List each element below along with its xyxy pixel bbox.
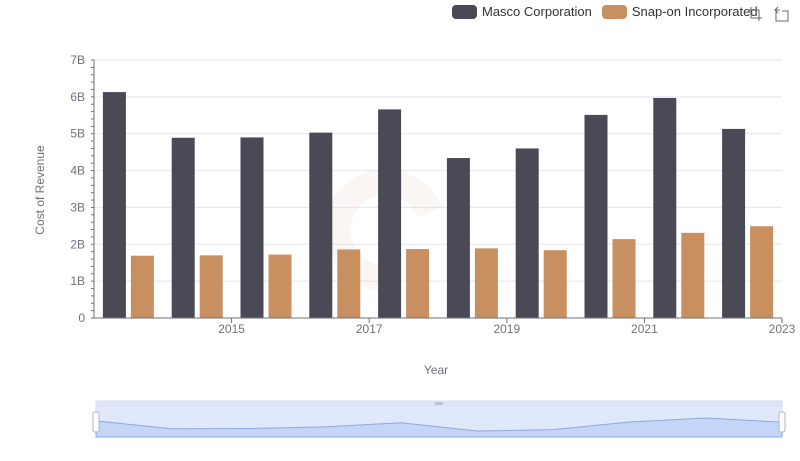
- x-tick-label: 2023: [769, 322, 796, 336]
- bar-snapon-2014[interactable]: [130, 255, 154, 318]
- y-tick-label: 0: [78, 311, 85, 325]
- slider-preview-area: [95, 417, 783, 438]
- y-tick-label: 4B: [70, 164, 85, 178]
- slider-handle-right[interactable]: [778, 411, 786, 433]
- bar-masco-2017[interactable]: [309, 132, 333, 318]
- grid-lines: [94, 59, 782, 319]
- x-tick-label: 2021: [631, 322, 658, 336]
- y-tick-label: 2B: [70, 237, 85, 251]
- bar-snapon-2020[interactable]: [543, 250, 567, 318]
- x-tick-label: 2017: [356, 322, 383, 336]
- bar-snapon-2021[interactable]: [612, 239, 636, 318]
- bar-snapon-2022[interactable]: [681, 232, 705, 318]
- slider-grip[interactable]: [435, 402, 443, 405]
- toolbox: [747, 6, 789, 22]
- x-tick-label: 2019: [493, 322, 520, 336]
- x-axis: 2015 2017 2019 2021 2023: [94, 317, 796, 336]
- bar-masco-2019[interactable]: [446, 158, 470, 318]
- bar-snapon-2019[interactable]: [474, 248, 498, 318]
- restore-icon[interactable]: [773, 6, 789, 22]
- bar-masco-2015[interactable]: [171, 137, 195, 318]
- y-axis-label: Cost of Revenue: [33, 145, 47, 235]
- bar-masco-2016[interactable]: [240, 137, 264, 318]
- y-axis: 0 1B 2B 3B 4B 5B 6B 7B: [70, 53, 95, 325]
- y-tick-label: 1B: [70, 274, 85, 288]
- x-axis-label: Year: [424, 363, 448, 377]
- bar-snapon-2018[interactable]: [406, 249, 430, 318]
- bar-masco-2020[interactable]: [515, 148, 539, 318]
- bar-snapon-2016[interactable]: [268, 254, 292, 318]
- legend-item-masco[interactable]: Masco Corporation: [452, 4, 592, 19]
- bar-masco-2014[interactable]: [102, 92, 126, 319]
- legend: Masco Corporation Snap-on Incorporated: [452, 4, 758, 19]
- bar-snapon-2015[interactable]: [199, 255, 223, 318]
- bar-snapon-2023[interactable]: [750, 226, 774, 318]
- bar-masco-2023[interactable]: [722, 128, 746, 318]
- y-tick-label: 5B: [70, 127, 85, 141]
- legend-swatch-masco: [452, 4, 477, 19]
- x-tick-label: 2015: [218, 322, 245, 336]
- legend-item-snapon[interactable]: Snap-on Incorporated: [601, 4, 758, 19]
- y-tick-label: 7B: [70, 53, 85, 67]
- slider-handle-left[interactable]: [92, 411, 100, 433]
- bar-masco-2018[interactable]: [378, 109, 402, 318]
- legend-label-snapon: Snap-on Incorporated: [631, 4, 758, 19]
- legend-label-masco: Masco Corporation: [482, 4, 592, 19]
- y-tick-label: 6B: [70, 90, 85, 104]
- zoom-icon[interactable]: [747, 6, 763, 22]
- data-zoom-slider[interactable]: [92, 400, 786, 438]
- y-tick-label: 3B: [70, 200, 85, 214]
- bar-masco-2022[interactable]: [653, 97, 677, 318]
- bar-snapon-2017[interactable]: [337, 249, 361, 318]
- bars[interactable]: [102, 92, 774, 319]
- legend-swatch-snapon: [601, 4, 627, 19]
- bar-masco-2021[interactable]: [584, 114, 608, 318]
